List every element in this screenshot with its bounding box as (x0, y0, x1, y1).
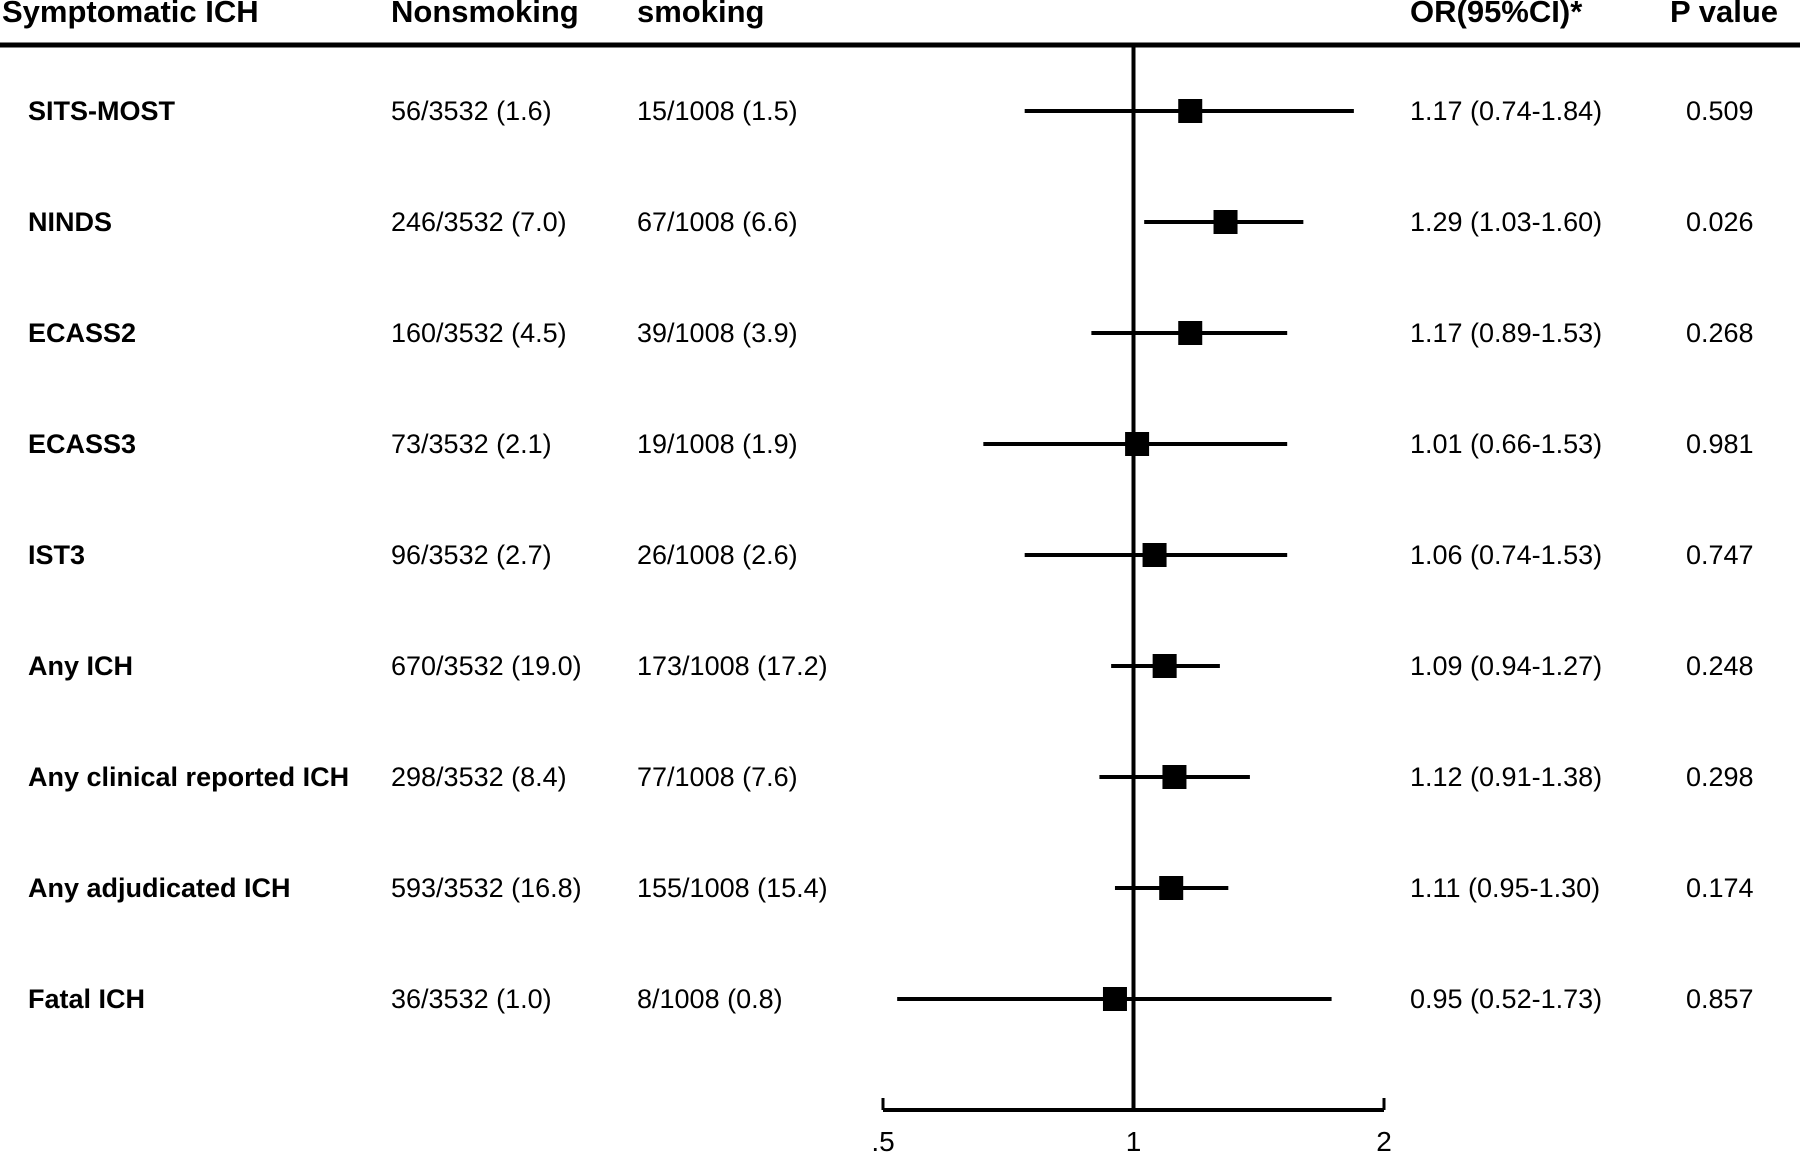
point-estimate-2 (1178, 321, 1203, 345)
p-value: 0.174 (1686, 873, 1754, 903)
header-p-value: P value (1670, 0, 1779, 29)
smoking-value: 67/1008 (6.6) (637, 207, 798, 237)
smoking-value: 173/1008 (17.2) (637, 651, 828, 681)
p-value: 0.747 (1686, 540, 1754, 570)
point-estimate-6 (1162, 765, 1187, 789)
or-ci-value: 0.95 (0.52-1.73) (1410, 984, 1603, 1014)
row-label: Any ICH (28, 651, 134, 681)
p-value: 0.026 (1686, 207, 1754, 237)
header-nonsmoking: Nonsmoking (391, 0, 579, 29)
smoking-value: 26/1008 (2.6) (637, 540, 798, 570)
point-estimate-8 (1102, 987, 1127, 1011)
row-label: SITS-MOST (28, 96, 175, 126)
nonsmoking-value: 246/3532 (7.0) (391, 207, 567, 237)
smoking-value: 77/1008 (7.6) (637, 762, 798, 792)
row-label: Fatal ICH (28, 984, 146, 1014)
p-value: 0.248 (1686, 651, 1754, 681)
smoking-value: 15/1008 (1.5) (637, 96, 798, 126)
row-label: Any adjudicated ICH (28, 873, 291, 903)
or-ci-value: 1.29 (1.03-1.60) (1410, 207, 1603, 237)
nonsmoking-value: 36/3532 (1.0) (391, 984, 552, 1014)
p-value: 0.981 (1686, 429, 1754, 459)
nonsmoking-value: 73/3532 (2.1) (391, 429, 552, 459)
p-value: 0.509 (1686, 96, 1754, 126)
row-label: IST3 (28, 540, 86, 570)
x-tick-label-0: .5 (871, 1126, 894, 1157)
or-ci-value: 1.01 (0.66-1.53) (1410, 429, 1603, 459)
point-estimate-1 (1213, 210, 1238, 234)
nonsmoking-value: 96/3532 (2.7) (391, 540, 552, 570)
or-ci-value: 1.09 (0.94-1.27) (1410, 651, 1603, 681)
p-value: 0.857 (1686, 984, 1754, 1014)
point-estimate-7 (1159, 876, 1184, 900)
nonsmoking-value: 160/3532 (4.5) (391, 318, 567, 348)
x-tick-label-2: 2 (1376, 1126, 1392, 1157)
smoking-value: 155/1008 (15.4) (637, 873, 828, 903)
row-label: Any clinical reported ICH (28, 762, 350, 792)
p-value: 0.268 (1686, 318, 1754, 348)
x-tick-label-1: 1 (1126, 1126, 1142, 1157)
smoking-value: 8/1008 (0.8) (637, 984, 783, 1014)
nonsmoking-value: 298/3532 (8.4) (391, 762, 567, 792)
or-ci-value: 1.06 (0.74-1.53) (1410, 540, 1603, 570)
point-estimate-3 (1125, 432, 1150, 456)
point-estimate-5 (1152, 654, 1177, 678)
p-value: 0.298 (1686, 762, 1754, 792)
header-or: OR(95%CI)* (1410, 0, 1583, 29)
row-label: NINDS (28, 207, 113, 237)
row-label: ECASS2 (28, 318, 137, 348)
row-label: ECASS3 (28, 429, 137, 459)
smoking-value: 39/1008 (3.9) (637, 318, 798, 348)
or-ci-value: 1.11 (0.95-1.30) (1410, 873, 1601, 903)
or-ci-value: 1.17 (0.74-1.84) (1410, 96, 1603, 126)
smoking-value: 19/1008 (1.9) (637, 429, 798, 459)
header-outcome: Symptomatic ICH (2, 0, 259, 29)
point-estimate-4 (1142, 543, 1167, 567)
or-ci-value: 1.17 (0.89-1.53) (1410, 318, 1603, 348)
header-smoking: smoking (637, 0, 765, 29)
nonsmoking-value: 670/3532 (19.0) (391, 651, 582, 681)
nonsmoking-value: 593/3532 (16.8) (391, 873, 582, 903)
or-ci-value: 1.12 (0.91-1.38) (1410, 762, 1603, 792)
nonsmoking-value: 56/3532 (1.6) (391, 96, 552, 126)
point-estimate-0 (1178, 99, 1203, 123)
